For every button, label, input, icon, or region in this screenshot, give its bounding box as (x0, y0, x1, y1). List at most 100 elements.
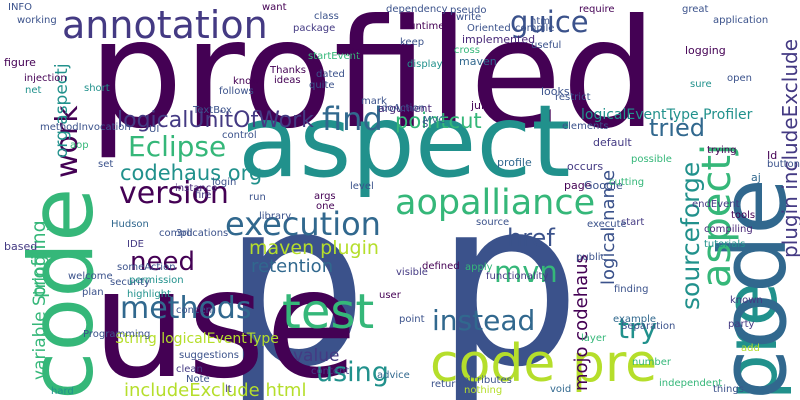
cloud-word: useful (531, 41, 561, 51)
cloud-word: profile (497, 157, 532, 168)
cloud-word: INFO (8, 3, 32, 13)
cloud-word: quite (309, 81, 335, 91)
cloud-word: class (314, 12, 339, 22)
cloud-word: sure (690, 80, 712, 90)
cloud-word: net (25, 86, 41, 96)
cloud-word: great (682, 5, 708, 15)
cloud-word: application (713, 16, 768, 26)
cloud-word: injection (24, 74, 67, 84)
cloud-word: void (550, 385, 571, 395)
cloud-word: want (262, 3, 287, 13)
cloud-word: includeExclude html (124, 382, 306, 400)
cloud-word: login (212, 178, 236, 188)
cloud-word: button (767, 160, 800, 170)
cloud-word: methodInvocation (40, 123, 131, 133)
cloud-word: content (311, 367, 349, 377)
cloud-word: independent (659, 379, 722, 389)
cloud-word: trying (707, 146, 736, 156)
cloud-word: retention (251, 258, 333, 276)
cloud-word: Separation (621, 322, 675, 332)
cloud-word: dependency (386, 5, 448, 15)
cloud-word: finding (614, 285, 648, 295)
cloud-word: control (222, 131, 257, 141)
cloud-word: logicalEventType Profiler (581, 108, 752, 122)
cloud-word: aop (70, 141, 89, 151)
cloud-word: execute (587, 220, 627, 230)
cloud-word: instead (432, 307, 535, 335)
cloud-word: fire (195, 191, 211, 201)
cloud-word: runtime (405, 22, 444, 32)
cloud-word: cross (454, 46, 480, 56)
cloud-word: known (730, 296, 763, 306)
cloud-word: logging (685, 45, 726, 56)
cloud-word: visible (396, 268, 428, 278)
cloud-word: file (345, 48, 360, 58)
cloud-word: ideas (274, 76, 301, 86)
cloud-word: user (379, 291, 401, 301)
cloud-word: dated (316, 70, 345, 80)
cloud-word: restrict (555, 93, 590, 103)
cloud-word: aj (751, 172, 761, 183)
cloud-word: hard (51, 387, 74, 397)
cloud-word: suggestions (179, 351, 239, 361)
cloud-word: default (593, 137, 632, 148)
cloud-word: junit (471, 100, 495, 111)
cloud-word: execution (225, 208, 381, 240)
cloud-word: keep (400, 38, 424, 48)
cloud-word: html (530, 17, 553, 27)
cloud-word: codehaus org (120, 163, 262, 184)
cloud-word: open (727, 74, 752, 84)
cloud-word: follows (219, 87, 254, 97)
cloud-word: highlight (127, 290, 171, 300)
cloud-word: based (4, 241, 37, 252)
cloud-word: public (576, 253, 606, 263)
cloud-word: Eclipse (128, 133, 226, 161)
cloud-word: set (98, 160, 113, 170)
cloud-word: mojo codehaus (573, 254, 591, 391)
cloud-word: cutting (609, 178, 644, 188)
cloud-word: compiling (704, 225, 753, 235)
cloud-word: sourceforge (678, 162, 703, 310)
cloud-word: variable String (32, 255, 49, 380)
cloud-word: possible (631, 155, 672, 165)
cloud-word: plugin includeExclude (780, 39, 800, 258)
cloud-word: working (17, 16, 57, 26)
cloud-word: number (632, 358, 671, 368)
cloud-word: display (407, 60, 443, 70)
cloud-word: one (316, 202, 335, 212)
cloud-word: add (741, 344, 760, 354)
cloud-word: permission (129, 276, 184, 286)
cloud-word: tutorials (704, 240, 745, 250)
cloud-word: mark (361, 97, 387, 107)
cloud-word: annotation (62, 6, 268, 44)
cloud-word: plan (82, 288, 104, 298)
cloud-word: point (399, 315, 425, 325)
cloud-word: package (293, 24, 335, 34)
cloud-word: Hudson (111, 220, 149, 230)
cloud-word: Programming (83, 330, 150, 340)
cloud-word: value (293, 348, 339, 365)
cloud-word: level (350, 182, 374, 192)
cloud-word: welcome (68, 272, 113, 282)
cloud-word: advice (377, 371, 410, 381)
cloud-word: find (322, 103, 383, 135)
cloud-word: functionality (486, 272, 548, 282)
cloud-word: nothing (464, 386, 502, 396)
cloud-word: elements (562, 122, 608, 132)
cloud-word: IDE (127, 240, 144, 250)
cloud-word: endEvent (692, 200, 740, 210)
cloud-word: run (249, 193, 266, 203)
cloud-word: Oriented (467, 24, 511, 34)
cloud-word: test (282, 288, 374, 336)
cloud-word: short (84, 84, 110, 94)
cloud-word: require (579, 5, 615, 15)
cloud-word: concern (176, 306, 216, 316)
cloud-word: Note (186, 375, 210, 385)
cloud-word: figure (4, 57, 36, 68)
cloud-word: UI (149, 125, 159, 135)
cloud-word: write (456, 13, 481, 23)
cloud-word: doAction (381, 104, 425, 114)
cloud-word: clean (176, 365, 203, 375)
cloud-word: implemented (462, 34, 535, 45)
cloud-word: S (422, 120, 428, 130)
